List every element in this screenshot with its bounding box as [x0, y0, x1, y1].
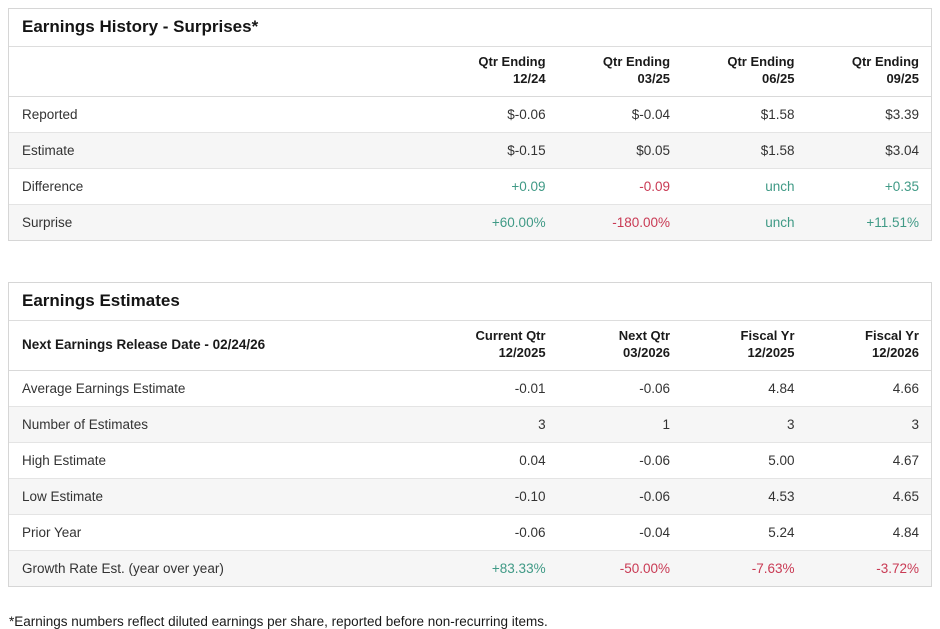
col-header-line1: Current Qtr — [475, 327, 546, 343]
earnings-history-table: Qtr Ending 12/24 Qtr Ending 03/25 Qtr En… — [9, 47, 931, 240]
table-row-surprise: Surprise +60.00% -180.00% unch +11.51% — [9, 204, 931, 240]
col-header-line2: 09/25 — [886, 70, 919, 86]
row-label: Number of Estimates — [9, 406, 434, 443]
col-header-line1: Qtr Ending — [602, 54, 671, 69]
col-header-line1: Qtr Ending — [851, 54, 919, 69]
value-cell: 5.00 — [682, 442, 807, 479]
value-cell: 3 — [433, 406, 558, 443]
col-header-line2: 03/25 — [637, 70, 671, 86]
row-label: Growth Rate Est. (year over year) — [22, 560, 224, 576]
col-header-line1: Fiscal Yr — [865, 327, 919, 343]
col-header-line1: Qtr Ending — [478, 54, 546, 69]
value-cell: -0.06 — [433, 514, 558, 551]
value-cell: 0.04 — [433, 442, 558, 479]
value-cell: -0.06 — [557, 442, 683, 479]
table-row-high-estimate: High Estimate 0.04 -0.06 5.00 4.67 — [9, 442, 931, 479]
table-row-number-of-estimates: Number of Estimates 3 1 3 3 — [9, 406, 931, 443]
value-cell: 4.53 — [682, 478, 807, 515]
col-header-line1: Qtr Ending — [727, 54, 795, 69]
value-cell: -0.06 — [557, 370, 683, 407]
row-label: Prior Year — [9, 514, 434, 551]
row-label: Difference — [9, 168, 434, 205]
value-cell: $-0.06 — [433, 96, 558, 133]
row-label: Reported — [9, 96, 434, 133]
table-row-low-estimate: Low Estimate -0.10 -0.06 4.53 4.65 — [9, 478, 931, 515]
value-cell: +0.35 — [806, 168, 931, 205]
value-cell: +60.00% — [491, 214, 546, 230]
table-row-growth-rate-est: Growth Rate Est. (year over year) +83.33… — [9, 550, 931, 586]
value-cell: -180.00% — [612, 214, 671, 230]
col-header-qtr-12-24: Qtr Ending 12/24 — [433, 47, 558, 97]
earnings-history-title: Earnings History - Surprises* — [9, 9, 931, 47]
row-label: High Estimate — [9, 442, 434, 479]
value-cell: $1.58 — [682, 96, 807, 133]
col-header-line2: 12/24 — [513, 70, 546, 86]
table-row-prior-year: Prior Year -0.06 -0.04 5.24 4.84 — [9, 514, 931, 551]
value-cell: -0.01 — [433, 370, 558, 407]
value-cell: 4.84 — [806, 514, 931, 551]
earnings-estimates-header-row: Next Earnings Release Date - 02/24/26 Cu… — [9, 320, 931, 371]
earnings-footnote: *Earnings numbers reflect diluted earnin… — [9, 613, 548, 629]
value-cell: 3 — [806, 406, 931, 443]
col-header-line2: 12/2025 — [498, 344, 546, 360]
value-cell: -0.09 — [557, 168, 683, 205]
value-cell: $-0.04 — [557, 96, 683, 133]
value-cell: 4.65 — [806, 478, 931, 515]
value-cell: unch — [682, 168, 807, 205]
col-header-next-qtr: Next Qtr 03/2026 — [557, 320, 683, 371]
col-header-line1: Next Qtr — [618, 327, 671, 343]
value-cell: -0.10 — [433, 478, 558, 515]
col-header-fiscal-yr-2026: Fiscal Yr 12/2026 — [806, 320, 931, 371]
value-cell: $0.05 — [557, 132, 683, 169]
next-earnings-release-date: Next Earnings Release Date - 02/24/26 — [9, 320, 434, 371]
value-cell: $1.58 — [682, 132, 807, 169]
table-row-estimate: Estimate $-0.15 $0.05 $1.58 $3.04 — [9, 132, 931, 169]
value-cell: 1 — [557, 406, 683, 443]
col-header-line2: 12/2025 — [747, 344, 795, 360]
value-cell: -7.63% — [751, 560, 795, 576]
value-cell: $-0.15 — [433, 132, 558, 169]
value-cell: unch — [765, 214, 795, 230]
row-label: Surprise — [22, 214, 73, 230]
value-cell: +0.09 — [433, 168, 558, 205]
col-header-line2: 12/2026 — [872, 344, 919, 360]
earnings-estimates-panel: Earnings Estimates Next Earnings Release… — [8, 281, 932, 587]
earnings-estimates-table: Next Earnings Release Date - 02/24/26 Cu… — [9, 320, 931, 586]
earnings-estimates-title: Earnings Estimates — [9, 283, 931, 321]
value-cell: -0.06 — [557, 478, 683, 515]
table-row-reported: Reported $-0.06 $-0.04 $1.58 $3.39 — [9, 96, 931, 133]
value-cell: 4.84 — [682, 370, 807, 407]
col-header-fiscal-yr-2025: Fiscal Yr 12/2025 — [682, 320, 807, 371]
col-header-line2: 03/2026 — [623, 344, 671, 360]
col-header-line1: Fiscal Yr — [740, 327, 795, 343]
row-label: Estimate — [9, 132, 434, 169]
col-header-current-qtr: Current Qtr 12/2025 — [433, 320, 558, 371]
value-cell: +11.51% — [866, 214, 919, 230]
col-header-qtr-09-25: Qtr Ending 09/25 — [806, 47, 931, 97]
value-cell: 4.67 — [806, 442, 931, 479]
earnings-history-corner-cell — [9, 47, 434, 97]
col-header-qtr-03-25: Qtr Ending 03/25 — [557, 47, 683, 97]
row-label: Low Estimate — [9, 478, 434, 515]
value-cell: -0.04 — [557, 514, 683, 551]
col-header-line2: 06/25 — [761, 70, 795, 86]
value-cell: -3.72% — [876, 560, 919, 576]
row-label: Average Earnings Estimate — [9, 370, 434, 407]
value-cell: -50.00% — [619, 560, 671, 576]
earnings-history-panel: Earnings History - Surprises* Qtr Ending… — [8, 8, 932, 241]
value-cell: 5.24 — [682, 514, 807, 551]
value-cell: 4.66 — [806, 370, 931, 407]
table-row-average-earnings-estimate: Average Earnings Estimate -0.01 -0.06 4.… — [9, 370, 931, 407]
value-cell: $3.04 — [806, 132, 931, 169]
table-row-difference: Difference +0.09 -0.09 unch +0.35 — [9, 168, 931, 205]
value-cell: 3 — [682, 406, 807, 443]
col-header-qtr-06-25: Qtr Ending 06/25 — [682, 47, 807, 97]
value-cell: +83.33% — [491, 560, 546, 576]
earnings-history-header-row: Qtr Ending 12/24 Qtr Ending 03/25 Qtr En… — [9, 47, 931, 97]
value-cell: $3.39 — [806, 96, 931, 133]
